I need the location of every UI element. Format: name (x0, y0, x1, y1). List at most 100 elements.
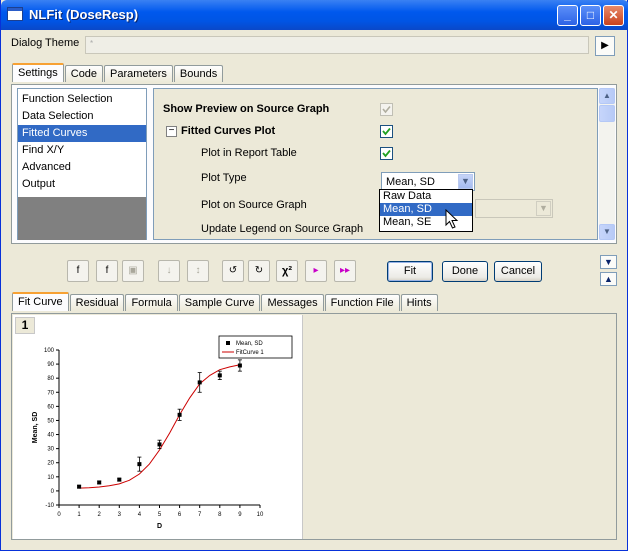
y-tick-label: 20 (47, 461, 54, 467)
plot-in-report-checkbox[interactable] (380, 147, 393, 160)
tree-empty-area (18, 197, 146, 240)
row-plot-on-source: Plot on Source Graph (154, 193, 597, 217)
legend-box (218, 335, 293, 359)
x-tick-label: 10 (257, 512, 264, 518)
property-scrollbar[interactable]: ▲ ▼ (599, 88, 615, 240)
fit-one-iteration-icon[interactable]: f (96, 260, 118, 282)
fit-button[interactable]: Fit (387, 261, 433, 282)
tree-item-output[interactable]: Output (22, 178, 56, 190)
tab-messages[interactable]: Messages (261, 294, 324, 311)
chevron-down-icon[interactable]: ▼ (458, 174, 473, 189)
settings-panel: Function Selection Data Selection Fitted… (11, 84, 617, 244)
y-tick-label: -10 (45, 503, 54, 509)
option-mean-se[interactable]: Mean, SE (383, 216, 432, 228)
minimize-button[interactable]: _ (557, 5, 578, 26)
preview-tab-strip: Fit Curve Residual Formula Sample Curve … (12, 292, 439, 311)
tab-function-file[interactable]: Function File (324, 294, 400, 311)
page-number: 1 (15, 317, 35, 334)
dialog-theme-combo[interactable]: * (85, 36, 589, 54)
tab-parameters[interactable]: Parameters (104, 65, 173, 82)
expand-up-icon[interactable]: ▲ (600, 272, 617, 286)
x-tick-label: 3 (118, 512, 122, 518)
settings-tab-strip: Settings Code Parameters Bounds (12, 63, 224, 82)
legend-label-fitcurve: FitCurve 1 (236, 350, 264, 356)
x-tick-label: 9 (238, 512, 242, 518)
tree-item-find-xy[interactable]: Find X/Y (22, 144, 65, 156)
y-tick-label: 80 (47, 376, 54, 382)
mouse-cursor-icon (445, 209, 459, 229)
y-tick-label: 40 (47, 433, 54, 439)
tab-residual[interactable]: Residual (69, 294, 125, 311)
y-tick-label: 10 (47, 475, 54, 481)
x-axis-title: D (157, 523, 162, 530)
show-preview-checkbox[interactable] (380, 103, 393, 116)
title-bar[interactable]: NLFit (DoseResp) _ □ ✕ (1, 0, 628, 30)
collapse-icon[interactable]: − (166, 126, 177, 137)
graph-page: 1 0 1 2 3 4 5 6 7 8 9 10 -10 0 10 20 30 40 50 60 70 80 90 100 D… (13, 315, 303, 539)
y-tick-label: 100 (44, 348, 55, 354)
scroll-up-icon[interactable]: ▲ (599, 88, 615, 104)
close-button[interactable]: ✕ (603, 5, 624, 26)
tab-code[interactable]: Code (64, 65, 104, 82)
tab-bounds[interactable]: Bounds (173, 65, 224, 82)
plot-type-label: Plot Type (201, 172, 247, 184)
plot-on-source-select[interactable]: ▼ (475, 199, 553, 218)
fit-until-converged-icon[interactable]: f (67, 260, 89, 282)
tree-item-function-selection[interactable]: Function Selection (22, 93, 113, 105)
y-tick-label: 30 (47, 447, 54, 453)
chi-square-icon[interactable]: χ² (276, 260, 298, 282)
plot-type-value: Mean, SD (386, 176, 435, 188)
reset-params-icon[interactable]: ↻ (248, 260, 270, 282)
fit-icon[interactable]: ▸▸ (334, 260, 356, 282)
tab-hints[interactable]: Hints (400, 294, 438, 311)
legend-label-mean-sd: Mean, SD (236, 341, 263, 347)
tree-item-fitted-curves[interactable]: Fitted Curves (18, 125, 146, 142)
property-grid: Show Preview on Source Graph − Fitted Cu… (153, 88, 598, 240)
fit-curve-line (79, 364, 241, 489)
row-fitted-curves-plot: − Fitted Curves Plot (154, 119, 597, 143)
preview-panel: 1 0 1 2 3 4 5 6 7 8 9 10 -10 0 10 20 30 40 50 60 70 80 90 100 D… (11, 313, 617, 540)
x-tick-label: 4 (138, 512, 142, 518)
x-tick-label: 0 (57, 512, 61, 518)
tab-settings[interactable]: Settings (12, 63, 64, 82)
init-params-icon[interactable]: ↺ (222, 260, 244, 282)
tab-fit-curve[interactable]: Fit Curve (12, 292, 69, 311)
y-tick-label: 60 (47, 404, 54, 410)
maximize-button[interactable]: □ (580, 5, 601, 26)
x-tick-label: 6 (178, 512, 182, 518)
legend-marker-mean-sd (226, 341, 230, 345)
show-preview-label: Show Preview on Source Graph (163, 103, 330, 115)
option-raw-data[interactable]: Raw Data (383, 190, 432, 202)
done-button[interactable]: Done (442, 261, 488, 282)
scroll-down-icon[interactable]: ▼ (599, 224, 615, 240)
plot-type-dropdown-list: Raw Data Mean, SD Mean, SE (379, 189, 473, 232)
plot-type-select[interactable]: Mean, SD ▼ (381, 172, 475, 191)
cancel-button[interactable]: Cancel (494, 261, 542, 282)
window-title: NLFit (DoseResp) (29, 7, 139, 22)
collapse-down-icon[interactable]: ▼ (600, 255, 617, 269)
data-point (97, 480, 102, 485)
tree-item-advanced[interactable]: Advanced (22, 161, 71, 173)
tab-formula[interactable]: Formula (125, 294, 178, 311)
data-point (197, 380, 202, 385)
row-plot-in-report: Plot in Report Table (154, 141, 597, 165)
one-iteration-icon[interactable]: ▸ (305, 260, 327, 282)
tab-sample-curve[interactable]: Sample Curve (178, 294, 261, 311)
tree-item-data-selection[interactable]: Data Selection (22, 110, 94, 122)
data-point (237, 363, 242, 368)
preview-empty-area (304, 315, 616, 539)
y-tick-label: 70 (47, 390, 54, 396)
settings-tree: Function Selection Data Selection Fitted… (17, 88, 147, 240)
row-update-legend: Update Legend on Source Graph (154, 217, 597, 239)
x-tick-label: 2 (98, 512, 102, 518)
theme-menu-arrow-icon[interactable]: ▶ (595, 36, 615, 56)
x-tick-label: 7 (198, 512, 202, 518)
window-icon (7, 7, 23, 21)
row-show-preview: Show Preview on Source Graph (154, 97, 597, 121)
x-tick-label: 5 (158, 512, 162, 518)
scroll-thumb[interactable] (599, 105, 615, 122)
fitted-curves-plot-checkbox[interactable] (380, 125, 393, 138)
plot-on-source-label: Plot on Source Graph (201, 199, 307, 211)
data-point (137, 462, 142, 467)
